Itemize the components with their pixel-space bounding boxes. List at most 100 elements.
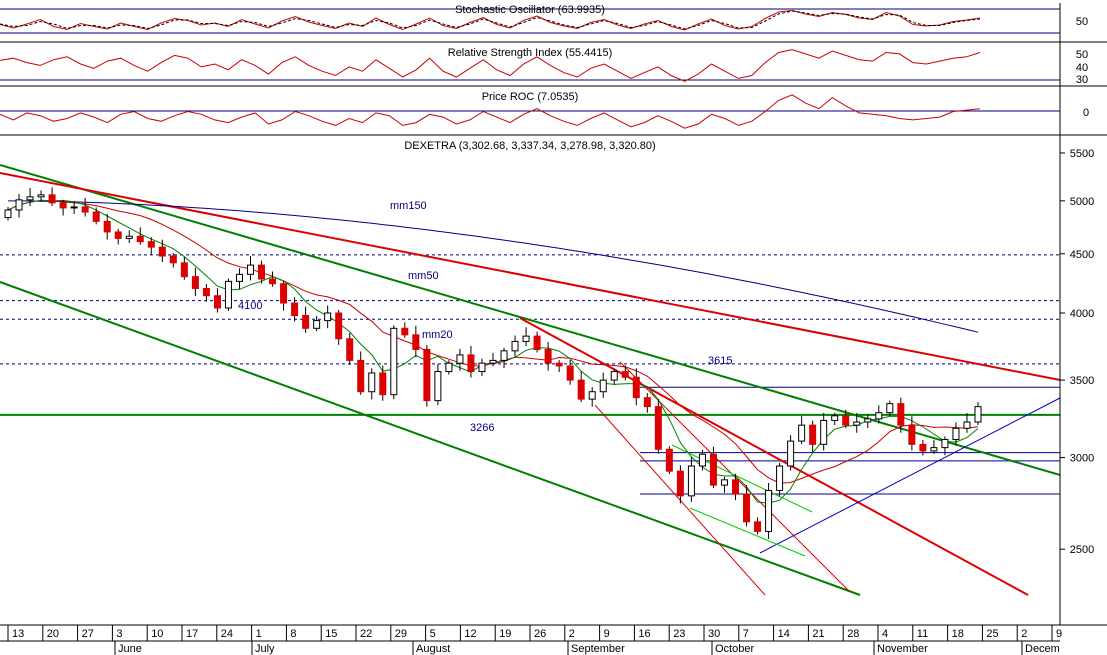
mm150-label: mm150 [390, 200, 427, 212]
candle [324, 312, 332, 322]
month-label: October [715, 643, 754, 655]
level-3615-label: 3615 [708, 355, 732, 367]
candle [169, 255, 177, 264]
price-title: DEXETRA (3,302.68, 3,337.34, 3,278.98, 3… [404, 140, 655, 152]
y-tick-label: 3500 [1070, 375, 1094, 387]
rsi-tick-40: 40 [1076, 62, 1088, 74]
level-4100-label: 4100 [238, 300, 262, 312]
rsi-series-0 [0, 49, 981, 82]
candle [390, 327, 398, 396]
candle [732, 479, 739, 495]
long-term-red-trendline [0, 172, 1061, 381]
x-tick-label: 28 [847, 628, 859, 640]
roc-panel: Price ROC (7.0535) 0 [0, 86, 1107, 136]
mm150-line [8, 200, 979, 333]
candle [743, 493, 751, 523]
candle [379, 372, 387, 396]
candle [445, 362, 453, 373]
candle [180, 262, 188, 278]
candle [368, 372, 376, 393]
candle [456, 354, 464, 364]
x-tick-label: 8 [290, 628, 296, 640]
candle [235, 273, 243, 282]
candle [853, 421, 861, 426]
candle [48, 194, 56, 204]
x-tick-label: 14 [778, 628, 790, 640]
candle [930, 447, 938, 452]
candle [544, 348, 552, 364]
candle [81, 206, 89, 213]
candle [621, 371, 629, 378]
x-tick-label: 5 [430, 628, 436, 640]
x-tick-label: 20 [47, 628, 59, 640]
x-tick-label: 22 [360, 628, 372, 640]
candle [952, 427, 960, 440]
green-channel-lower [689, 507, 806, 557]
upper-downtrend-channel-line [0, 164, 1061, 476]
x-tick-label: 9 [604, 628, 610, 640]
candle [555, 362, 563, 367]
x-tick-label: 2 [1021, 628, 1027, 640]
x-tick-label: 2 [569, 628, 575, 640]
mm50-label: mm50 [408, 270, 439, 282]
stoch-series-1 [0, 10, 981, 30]
candle [280, 283, 288, 304]
x-tick-label: 1 [256, 628, 262, 640]
candle [401, 327, 409, 336]
x-tick-label: 29 [395, 628, 407, 640]
candle [820, 419, 828, 445]
candle [566, 365, 574, 381]
rsi-tick-30: 30 [1076, 74, 1088, 86]
x-tick-label: 10 [151, 628, 163, 640]
x-tick-label: 4 [882, 628, 888, 640]
x-tick-label: 7 [743, 628, 749, 640]
candle [26, 196, 34, 201]
candle [136, 235, 144, 243]
candle [687, 465, 695, 497]
candle [919, 443, 927, 452]
x-tick-label: 30 [708, 628, 720, 640]
candle [335, 312, 343, 340]
candle [765, 489, 773, 532]
x-tick-label: 25 [986, 628, 998, 640]
candle [213, 295, 221, 309]
candle [423, 348, 431, 402]
x-tick-label: 26 [534, 628, 546, 640]
stoch-series-0 [0, 9, 981, 31]
candle [489, 359, 497, 364]
month-label: September [571, 643, 625, 655]
candle [875, 412, 883, 420]
candle [357, 359, 365, 393]
candle [665, 448, 673, 472]
x-tick-label: 18 [952, 628, 964, 640]
candle [897, 403, 905, 426]
candle [434, 371, 442, 402]
x-tick-label: 27 [82, 628, 94, 640]
stochastic-panel: Stochastic Oscillator (63.9935) 50 [0, 3, 1107, 43]
roc-series-0 [0, 94, 981, 129]
candle [269, 278, 277, 285]
mm20-label: mm20 [422, 329, 453, 341]
candle [125, 235, 133, 239]
candle [974, 406, 982, 423]
roc-title: Price ROC (7.0535) [482, 91, 579, 103]
candle [809, 424, 817, 445]
candle [37, 194, 45, 198]
candle [787, 440, 795, 467]
candle [103, 220, 111, 233]
candle [15, 199, 23, 211]
candle [941, 438, 949, 449]
month-label: July [255, 643, 275, 655]
x-tick-label: 3 [116, 628, 122, 640]
candle [302, 315, 310, 329]
y-tick-label: 5000 [1070, 196, 1094, 208]
month-label: August [416, 643, 450, 655]
y-tick-label: 4000 [1070, 308, 1094, 320]
month-label: June [118, 643, 142, 655]
x-tick-label: 16 [638, 628, 650, 640]
candle [643, 397, 651, 408]
rsi-panel: Relative Strength Index (55.4415) 50 40 … [0, 42, 1107, 87]
x-tick-label: 13 [12, 628, 24, 640]
candle [864, 418, 872, 423]
